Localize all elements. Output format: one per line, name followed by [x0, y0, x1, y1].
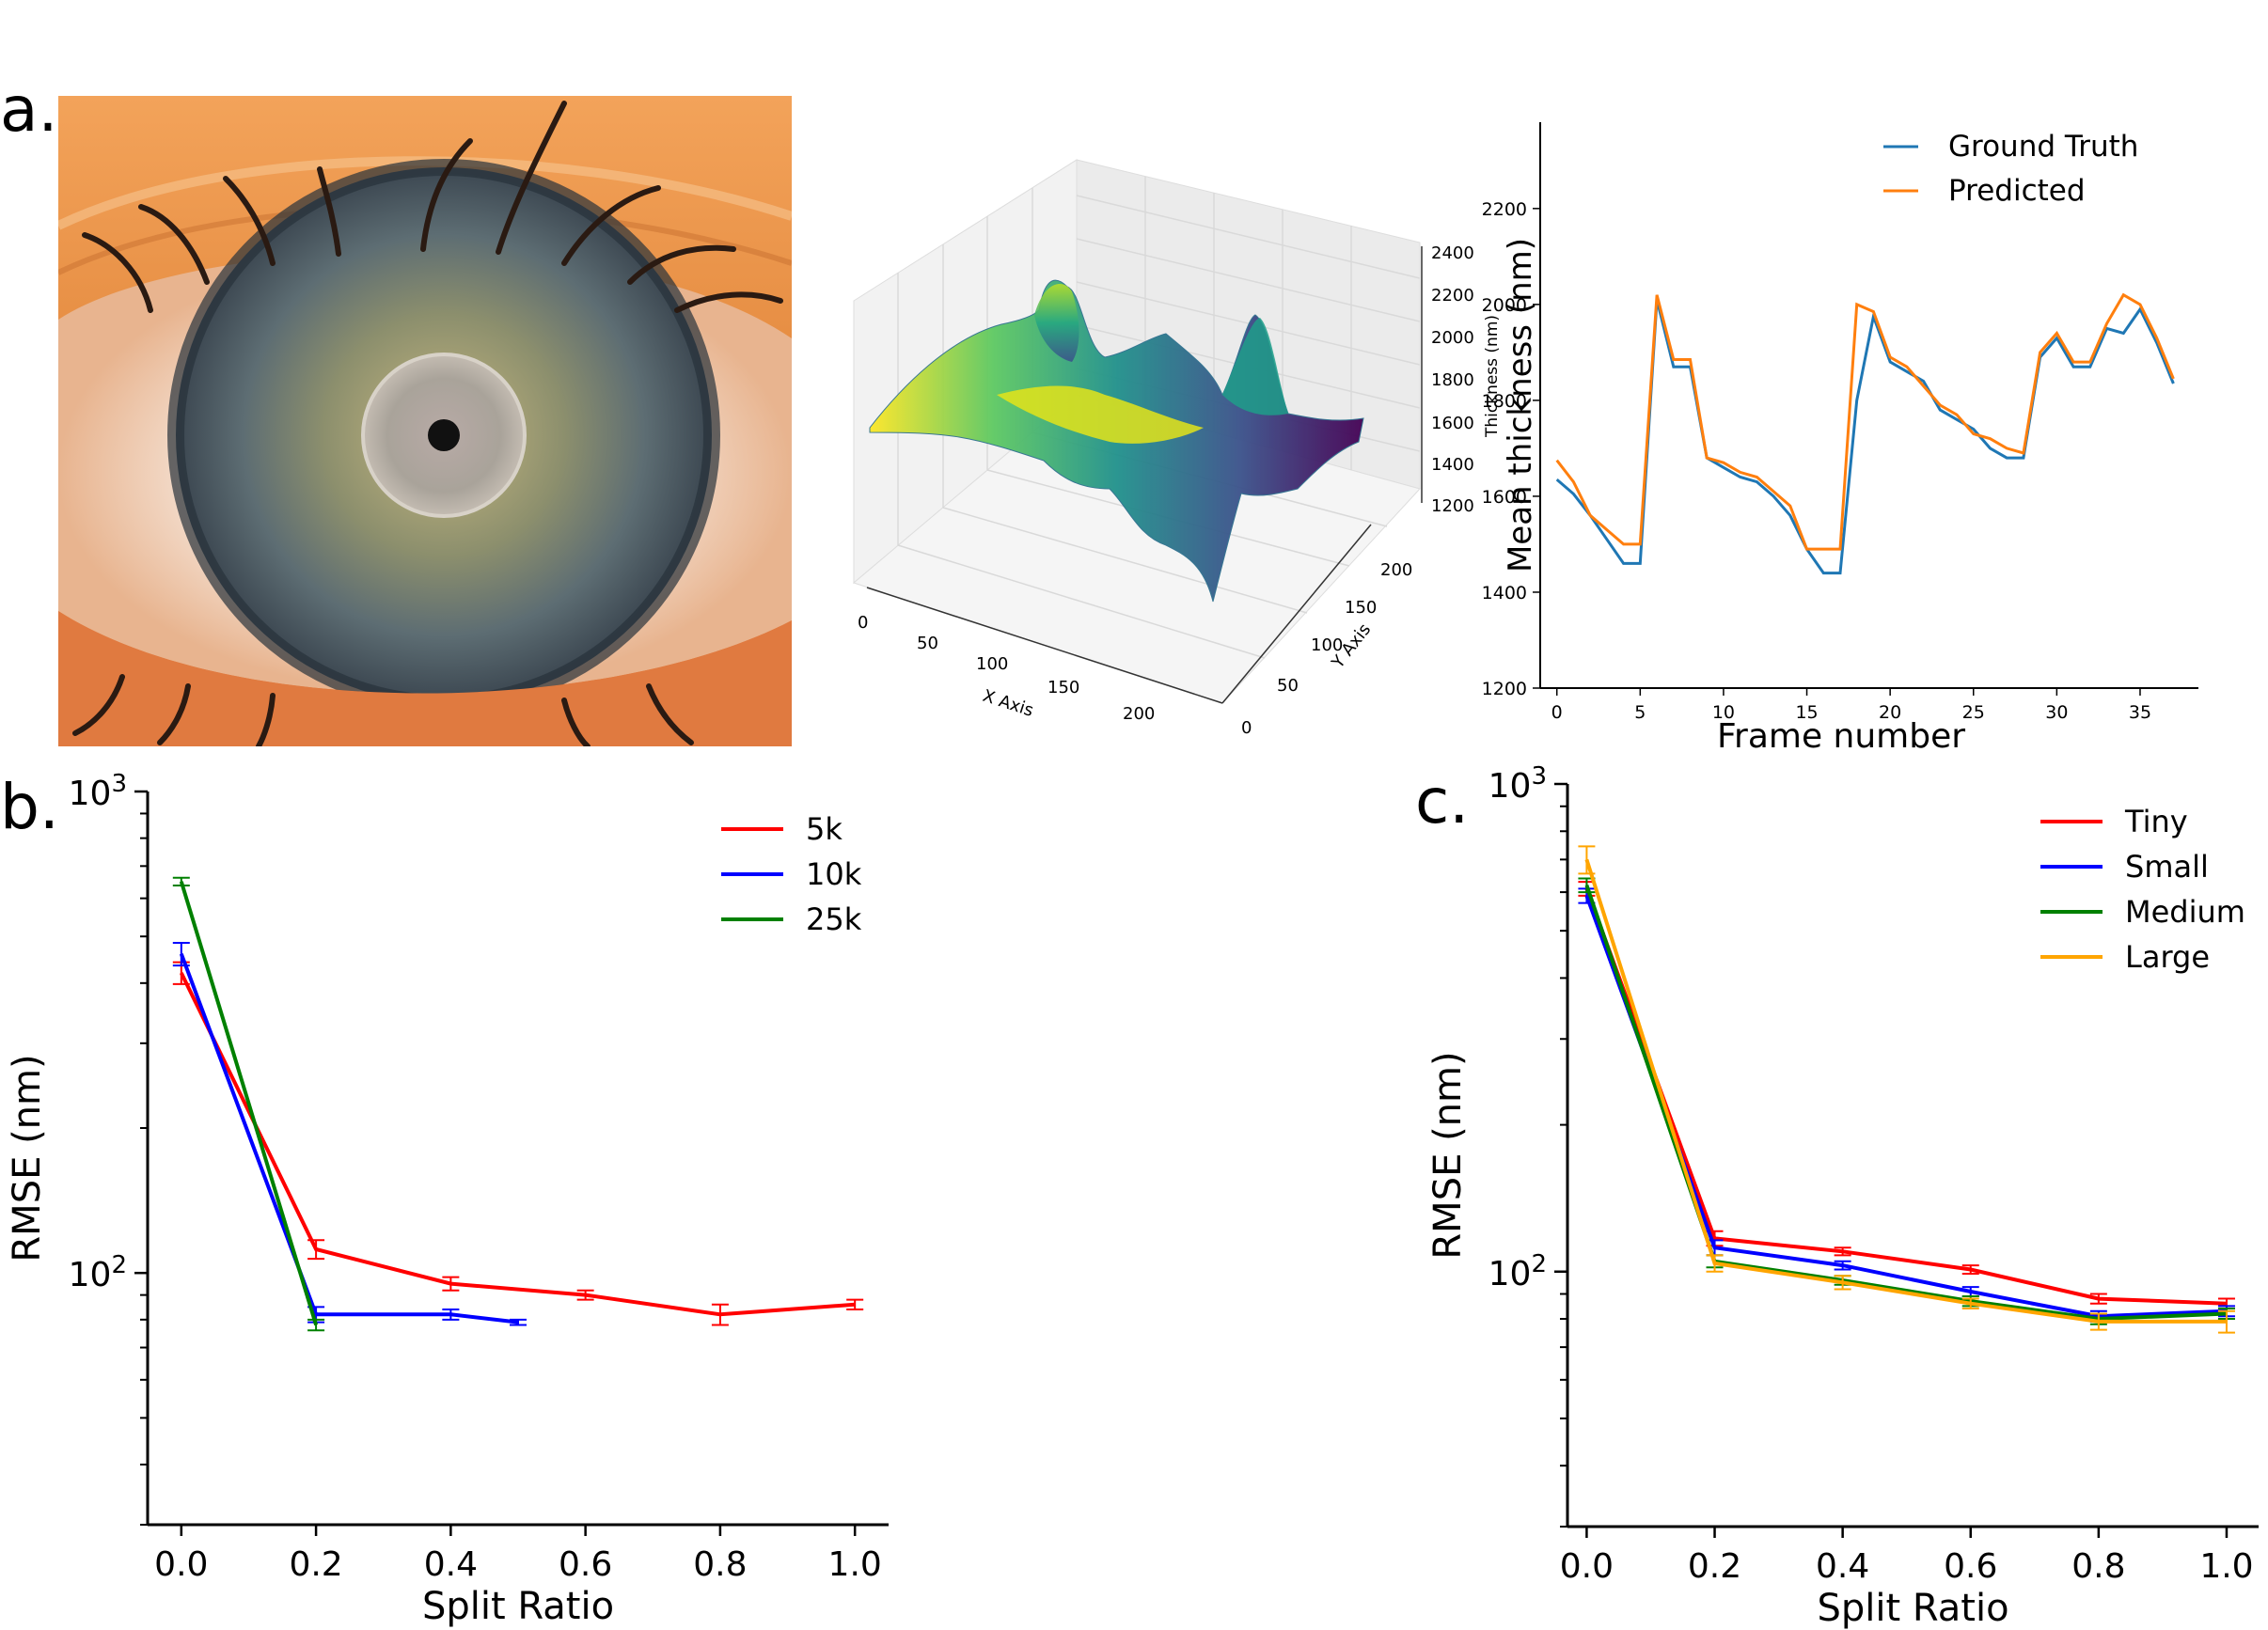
surface-y-tick: 200 — [1380, 560, 1412, 580]
chart-b-axes: 0.0 0.2 0.4 0.6 0.8 1.0 102 103 Split Ratio RMSE … — [6, 770, 889, 1628]
rmse-y-axis-label: RMSE (nm) — [6, 1054, 49, 1262]
panel-label-b: b. — [0, 771, 59, 843]
surface-x-tick: 0 — [858, 613, 868, 633]
panel-label-c: c. — [1415, 765, 1470, 838]
thickness-x-tick-label: 0 — [1551, 702, 1563, 723]
chart-c-series — [1578, 845, 2235, 1334]
rmse-x-tick-label: 0.4 — [424, 1545, 478, 1584]
chart-c-legend: Tiny Small Medium Large — [2040, 804, 2245, 975]
rmse-x-tick-label: 0.8 — [693, 1545, 747, 1584]
thickness-y-tick-label: 1200 — [1482, 679, 1527, 699]
surface-z-tick: 1400 — [1431, 455, 1474, 475]
surface-y-tick: 150 — [1345, 598, 1377, 618]
surface-y-ticks: 0 50 100 150 200 — [1241, 560, 1412, 738]
rmse-series-line-3 — [1584, 858, 2227, 1324]
rmse-x-axis-label: Split Ratio — [422, 1585, 614, 1628]
rmse-x-axis-label: Split Ratio — [1817, 1587, 2008, 1630]
thickness-legend-label: Predicted — [1948, 174, 2086, 208]
thickness-surface — [869, 279, 1364, 603]
rmse-y-axis-label: RMSE (nm) — [1426, 1051, 1470, 1259]
thickness-x-tick-label: 5 — [1634, 702, 1646, 723]
surface-x-tick: 50 — [917, 634, 938, 653]
rmse-legend-label: 25k — [806, 901, 862, 937]
surface-z-tick: 1800 — [1431, 370, 1474, 390]
surface-x-tick: 100 — [976, 654, 1008, 674]
rmse-x-tick-label: 0.6 — [559, 1545, 612, 1584]
rmse-legend-label: Large — [2125, 939, 2210, 975]
rmse-series-line-0 — [1584, 887, 2228, 1306]
surface-x-tick: 150 — [1047, 678, 1079, 697]
surface-y-tick: 50 — [1277, 676, 1299, 696]
rmse-series-line-2 — [179, 881, 319, 1326]
rmse-x-tick-label: 1.0 — [828, 1545, 882, 1584]
thickness-x-axis-label: Frame number — [1717, 717, 1965, 756]
rmse-y-tick-label: 102 — [69, 1251, 127, 1294]
surface-z-tick: 2000 — [1431, 328, 1474, 348]
surface-y-tick: 100 — [1311, 635, 1343, 655]
surface-x-tick: 200 — [1123, 704, 1155, 724]
rmse-x-tick-label: 0.4 — [1816, 1547, 1869, 1586]
surface-z-tick: 1200 — [1431, 496, 1474, 516]
thickness-x-tick-label: 10 — [1712, 702, 1735, 723]
thickness-y-axis-label: Mean thickness (nm) — [1502, 238, 1539, 572]
rmse-x-tick-label: 0.0 — [1560, 1547, 1614, 1586]
thickness-y-tick-label: 1400 — [1482, 583, 1527, 603]
chart-c-axes: 0.0 0.2 0.4 0.6 0.8 1.0 102 103 Split Ratio RMSE … — [1426, 762, 2259, 1630]
surface-z-ticks: 1200 1400 1600 1800 2000 2200 2400 — [1431, 243, 1474, 516]
surface-x-ticks: 0 50 100 150 200 — [858, 613, 1155, 724]
rmse-x-tick-label: 0.8 — [2071, 1547, 2125, 1586]
rmse-y-tick-label: 102 — [1488, 1250, 1547, 1293]
rmse-series-line-0 — [180, 972, 856, 1317]
surface-axes — [866, 246, 1423, 704]
rmse-x-tick-label: 0.2 — [289, 1545, 342, 1584]
thickness-y-tick-label: 2200 — [1482, 199, 1527, 220]
thickness-axes: 0 5 10 15 20 25 30 35 1200 1400 1600 1800 2000 2200 Fr… — [1482, 122, 2198, 756]
rmse-legend-label: Small — [2125, 849, 2209, 885]
chart-b-series — [172, 876, 864, 1332]
rmse-legend-label: Tiny — [2124, 804, 2188, 839]
surface-z-tick: 2200 — [1431, 286, 1474, 306]
thickness-series-line-1 — [1555, 292, 2175, 551]
rmse-x-tick-label: 1.0 — [2199, 1547, 2253, 1586]
thickness-legend: Ground Truth Predicted — [1883, 130, 2138, 208]
rmse-legend-label: 10k — [806, 856, 862, 892]
rmse-series-line-1 — [1584, 895, 2228, 1319]
rmse-y-tick-label: 103 — [69, 770, 127, 813]
thickness-x-tick-label: 15 — [1795, 702, 1818, 723]
thickness-x-tick-label: 25 — [1962, 702, 1985, 723]
thickness-x-tick-label: 20 — [1879, 702, 1901, 723]
surface-y-tick: 0 — [1241, 718, 1252, 738]
thickness-x-tick-label: 35 — [2129, 702, 2151, 723]
rmse-legend-label: Medium — [2125, 894, 2245, 930]
thickness-y-tick-label: 2000 — [1482, 295, 1527, 316]
thickness-legend-label: Ground Truth — [1948, 130, 2138, 164]
thickness-y-tick-label: 1800 — [1482, 391, 1527, 412]
panel-label-a: a. — [0, 73, 58, 146]
thickness-series — [1555, 292, 2175, 575]
rmse-x-tick-label: 0.0 — [154, 1545, 208, 1584]
rmse-x-tick-label: 0.2 — [1688, 1547, 1741, 1586]
thickness-x-tick-label: 30 — [2045, 702, 2068, 723]
chart-b-legend: 5k 10k 25k — [721, 811, 862, 937]
surface-z-axis-label: Thickness (nm) — [1483, 315, 1502, 438]
surface-z-tick: 1600 — [1431, 414, 1474, 433]
rmse-legend-label: 5k — [806, 811, 843, 847]
thickness-y-tick-label: 1600 — [1482, 487, 1527, 508]
rmse-x-tick-label: 0.6 — [1944, 1547, 1997, 1586]
rmse-series-line-1 — [179, 953, 519, 1324]
rmse-y-tick-label: 103 — [1488, 762, 1547, 806]
surface-z-tick: 2400 — [1431, 243, 1474, 263]
